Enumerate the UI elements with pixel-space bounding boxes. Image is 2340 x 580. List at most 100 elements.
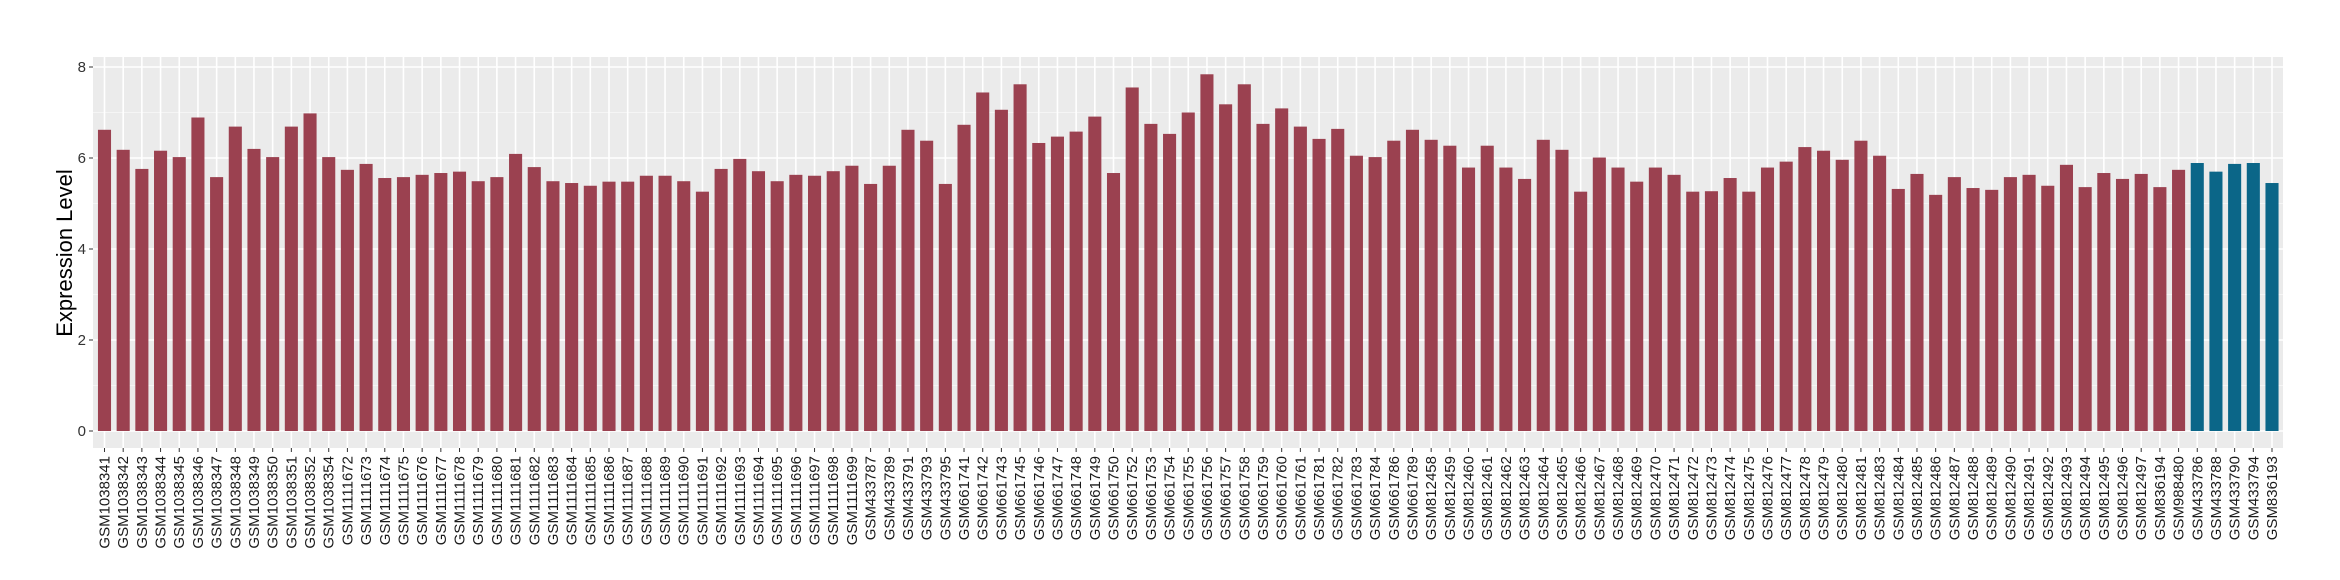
- x-tick-label: GSM812488: [1965, 456, 1982, 540]
- bar-GSM1111691: [695, 191, 709, 431]
- bar-GSM812474: [1723, 178, 1737, 431]
- bar-GSM812477: [1779, 161, 1793, 431]
- x-tick-label: GSM1111673: [358, 456, 375, 545]
- bar-GSM433795: [938, 183, 952, 431]
- y-tick-label: 2: [78, 332, 86, 349]
- bar-GSM812472: [1686, 191, 1700, 431]
- x-tick-label: GSM1111694: [750, 456, 767, 545]
- bar-GSM661784: [1368, 157, 1382, 431]
- x-tick-label: GSM661786: [1386, 456, 1403, 540]
- bar-GSM1038343: [135, 168, 149, 432]
- x-tick-label: GSM661783: [1348, 456, 1365, 540]
- x-tick-label: GSM812490: [2002, 456, 2019, 540]
- bar-GSM661789: [1405, 129, 1420, 432]
- x-tick-label: GSM812467: [1591, 456, 1608, 540]
- bar-GSM812481: [1854, 140, 1868, 431]
- bar-GSM1111695: [770, 181, 784, 431]
- y-axis-title: Expression Level: [52, 169, 77, 337]
- x-tick-label: GSM812470: [1647, 456, 1664, 540]
- bar-GSM661786: [1387, 140, 1401, 431]
- bar-GSM661749: [1088, 116, 1102, 431]
- x-tick-label: GSM661756: [1199, 456, 1216, 540]
- x-tick-label: GSM433793: [919, 456, 936, 540]
- y-tick-label: 4: [78, 241, 86, 258]
- bar-GSM661755: [1181, 112, 1195, 431]
- x-tick-label: GSM1111698: [825, 456, 842, 545]
- bar-GSM836194: [2153, 187, 2167, 431]
- y-tick-label: 8: [78, 59, 86, 76]
- x-tick-label: GSM1111687: [620, 456, 637, 545]
- x-tick-label: GSM836193: [2264, 456, 2281, 540]
- bar-GSM812485: [1910, 173, 1924, 432]
- bar-GSM812473: [1704, 191, 1718, 431]
- x-tick-label: GSM661746: [1031, 456, 1048, 540]
- bar-GSM1111693: [733, 158, 747, 431]
- bar-GSM812484: [1891, 188, 1905, 431]
- bar-GSM433790: [2228, 163, 2242, 432]
- bar-GSM1038350: [266, 157, 280, 431]
- x-tick-label: GSM661789: [1404, 456, 1421, 540]
- bar-GSM433786: [2190, 163, 2204, 431]
- bar-GSM1038354: [322, 157, 336, 431]
- bar-GSM812476: [1760, 167, 1775, 431]
- bar-GSM1111689: [658, 175, 672, 431]
- bar-GSM1111681: [509, 153, 523, 431]
- bar-GSM836193: [2265, 183, 2279, 431]
- bar-GSM812487: [1947, 177, 1961, 431]
- bar-GSM812490: [2003, 177, 2017, 431]
- bar-GSM1111687: [621, 181, 635, 431]
- bar-GSM1111688: [639, 175, 653, 431]
- x-tick-label: GSM661760: [1274, 456, 1291, 540]
- x-tick-label: GSM1038349: [246, 456, 263, 549]
- x-tick-label: GSM661741: [956, 456, 973, 540]
- y-axis: 0 2 4 6 8: [78, 59, 93, 440]
- x-tick-label: GSM812485: [1909, 456, 1926, 540]
- x-tick-label: GSM1111693: [732, 456, 749, 545]
- x-tick-label: GSM1038343: [134, 456, 151, 549]
- x-tick-label: GSM433790: [2227, 456, 2244, 540]
- x-tick-label: GSM1111695: [769, 456, 786, 545]
- x-tick-label: GSM812484: [1890, 456, 1907, 540]
- x-tick-label: GSM836194: [2152, 456, 2169, 540]
- x-tick-label: GSM433786: [2189, 456, 2206, 540]
- x-axis: GSM1038341 GSM1038342 GSM1038343 GSM1038344…: [97, 448, 2281, 549]
- x-tick-label: GSM1038350: [265, 456, 282, 549]
- bar-GSM812459: [1443, 145, 1457, 431]
- x-tick-label: GSM812458: [1423, 456, 1440, 540]
- bar-GSM433793: [920, 140, 934, 431]
- bar-GSM661757: [1219, 104, 1233, 431]
- bar-GSM1111684: [565, 183, 579, 431]
- x-tick-label: GSM1111680: [489, 456, 506, 545]
- bar-GSM433789: [882, 165, 896, 432]
- x-tick-label: GSM661748: [1068, 456, 1085, 540]
- x-tick-label: GSM1111697: [807, 456, 824, 545]
- x-tick-label: GSM433791: [900, 456, 917, 540]
- bars: [97, 74, 2279, 432]
- x-tick-label: GSM812494: [2077, 456, 2094, 540]
- bar-GSM812470: [1648, 167, 1662, 431]
- bar-GSM661741: [957, 124, 971, 431]
- x-tick-label: GSM661747: [1049, 456, 1066, 540]
- x-tick-label: GSM812464: [1535, 456, 1552, 540]
- x-tick-label: GSM812487: [1946, 456, 1963, 540]
- x-tick-label: GSM661755: [1180, 456, 1197, 540]
- x-tick-label: GSM1111686: [601, 456, 618, 545]
- bar-GSM661783: [1349, 155, 1363, 431]
- x-tick-label: GSM661742: [975, 456, 992, 540]
- bar-GSM1038341: [97, 129, 112, 432]
- x-tick-label: GSM1111692: [713, 456, 730, 545]
- x-tick-label: GSM1038354: [321, 456, 338, 549]
- x-tick-label: GSM1038352: [302, 456, 319, 549]
- x-tick-label: GSM812465: [1554, 456, 1571, 540]
- x-tick-label: GSM812466: [1573, 456, 1590, 540]
- bar-GSM812465: [1555, 149, 1569, 431]
- bar-GSM1038349: [247, 148, 261, 431]
- bar-GSM1111697: [808, 175, 822, 431]
- bar-GSM812479: [1817, 150, 1831, 431]
- x-tick-label: GSM812459: [1442, 456, 1459, 540]
- bar-GSM661750: [1106, 173, 1121, 431]
- x-tick-label: GSM661761: [1292, 456, 1309, 540]
- bar-GSM1111699: [845, 165, 859, 432]
- bar-GSM433794: [2246, 163, 2260, 431]
- bar-GSM1038344: [154, 150, 168, 431]
